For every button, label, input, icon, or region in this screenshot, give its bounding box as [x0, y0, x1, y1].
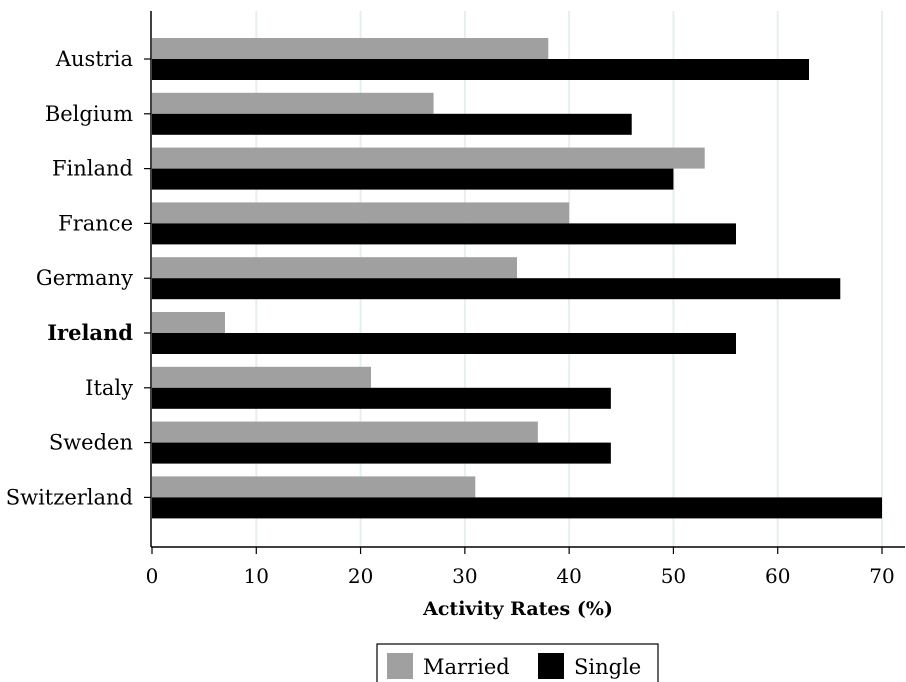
bar-single-germany [152, 278, 841, 300]
x-tick-label: 40 [556, 564, 581, 588]
bar-married-germany [152, 257, 517, 279]
legend-swatch-single [538, 653, 564, 679]
legend-label-married: Married [423, 655, 510, 679]
bar-married-sweden [152, 421, 538, 443]
bar-single-sweden [152, 442, 611, 464]
bar-married-austria [152, 38, 549, 59]
y-tick-label: Finland [52, 157, 133, 181]
bar-married-ireland [152, 312, 225, 333]
legend: Married Single [376, 643, 659, 682]
bar-single-france [152, 223, 736, 245]
legend-box [376, 643, 659, 682]
bar-single-ireland [152, 333, 736, 354]
y-tick-label: Ireland [47, 320, 133, 345]
y-tick-label: Switzerland [6, 485, 133, 509]
x-tick-label: 50 [661, 564, 686, 588]
bar-married-italy [152, 366, 371, 388]
bar-married-switzerland [152, 476, 476, 498]
x-tick-label: 10 [244, 564, 269, 588]
y-tick-label: Sweden [49, 431, 133, 455]
bar-single-italy [152, 387, 611, 409]
x-axis-title: Activity Rates (%) [422, 598, 613, 620]
y-tick-label: Austria [55, 47, 133, 71]
bar-single-finland [152, 168, 674, 190]
legend-swatch-married [387, 653, 413, 679]
x-tick-label: 20 [348, 564, 373, 588]
y-tick-labels: Austria Belgium Finland France Germany Irelan… [6, 47, 151, 509]
bar-married-france [152, 202, 570, 224]
y-tick-label: Germany [36, 266, 133, 290]
bar-single-austria [152, 59, 809, 80]
x-tick-label: 0 [146, 564, 159, 588]
x-tick-label: 60 [765, 564, 790, 588]
bar-single-belgium [152, 113, 632, 135]
x-tick-label: 70 [869, 564, 894, 588]
y-tick-label: France [58, 211, 133, 235]
x-tick-labels: 0 10 20 30 40 50 60 70 [146, 547, 895, 588]
legend-label-single: Single [574, 655, 641, 679]
bar-married-finland [152, 147, 705, 169]
bar-single-switzerland [152, 497, 882, 519]
bars [152, 38, 882, 519]
bar-married-belgium [152, 92, 434, 114]
y-tick-label: Italy [85, 376, 133, 400]
y-tick-label: Belgium [45, 102, 133, 126]
x-tick-label: 30 [452, 564, 477, 588]
